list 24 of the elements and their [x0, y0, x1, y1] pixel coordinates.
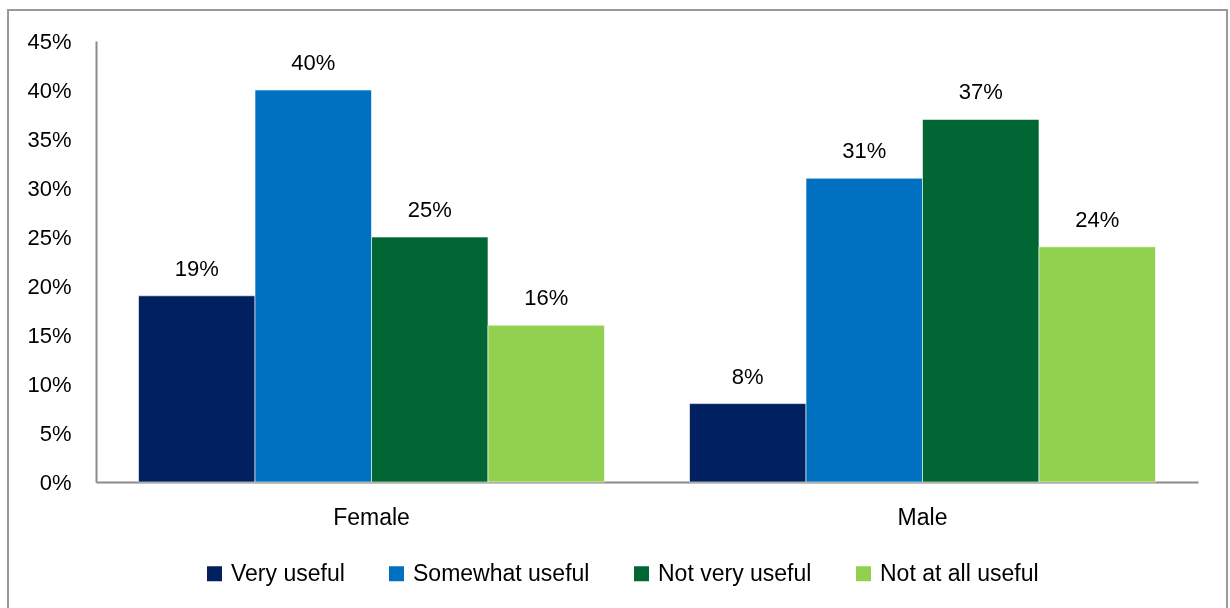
y-tick-label: 30%: [27, 175, 72, 201]
x-tick-label: Male: [897, 503, 948, 530]
legend-label: Very useful: [231, 559, 345, 586]
y-tick-label: 20%: [27, 273, 72, 299]
y-tick-label: 15%: [27, 322, 72, 348]
data-label: 24%: [1075, 206, 1120, 232]
y-tick-label: 25%: [27, 224, 72, 250]
y-tick-label: 45%: [27, 28, 72, 54]
y-tick-label: 35%: [27, 126, 72, 152]
y-tick-label: 0%: [39, 469, 72, 495]
y-tick-label: 5%: [39, 420, 72, 446]
legend-label: Not at all useful: [880, 559, 1039, 586]
legend-label: Not very useful: [658, 559, 812, 586]
y-tick-label: 40%: [27, 77, 72, 103]
data-label: 19%: [174, 255, 219, 281]
data-label: 31%: [842, 138, 887, 164]
data-label: 40%: [291, 50, 336, 75]
data-label: 37%: [958, 79, 1003, 105]
data-label: 25%: [407, 197, 452, 222]
y-tick-label: 10%: [27, 371, 72, 397]
x-tick-label: Female: [333, 503, 410, 530]
data-label: 16%: [524, 285, 569, 311]
legend-label: Somewhat useful: [413, 559, 590, 586]
data-label: 8%: [731, 363, 764, 389]
